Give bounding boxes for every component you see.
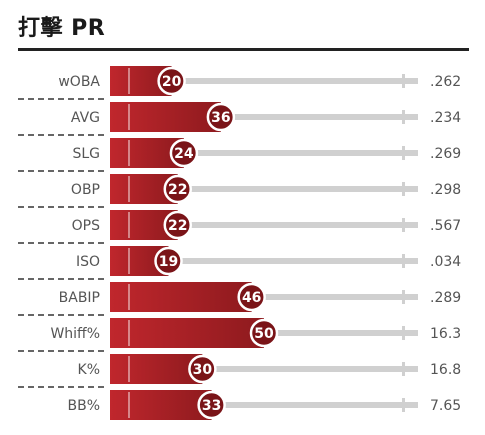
pr-badge	[237, 282, 266, 312]
track-tick	[402, 326, 405, 340]
stat-value-label: .034	[430, 254, 461, 270]
bar-highlight	[128, 68, 130, 94]
bar-track	[110, 258, 418, 264]
category-label: wOBA	[58, 74, 100, 90]
pr-badge	[163, 210, 193, 240]
stat-value-label: .269	[430, 146, 461, 162]
track-tick	[402, 110, 405, 124]
track-tick	[402, 398, 405, 412]
category-label: OPS	[72, 218, 100, 234]
bar-track	[110, 402, 418, 408]
bar-highlight	[128, 320, 130, 346]
category-label: BB%	[67, 398, 100, 414]
pr-value-label: 46	[242, 290, 261, 306]
pr-badge	[249, 318, 279, 348]
chart-title: 打擊 PR	[18, 16, 106, 41]
track-tick	[402, 362, 405, 376]
bar-track	[110, 366, 418, 372]
category-label: ISO	[76, 254, 100, 270]
bar-highlight	[128, 356, 130, 382]
stat-value-label: 16.3	[430, 326, 461, 342]
stat-value-label: 7.65	[430, 398, 461, 414]
pr-badge	[206, 102, 236, 132]
pr-badge	[154, 246, 183, 276]
track-tick	[402, 218, 405, 232]
stat-value-label: 16.8	[430, 362, 461, 378]
category-label: K%	[78, 362, 100, 378]
track-tick	[402, 74, 405, 88]
stat-value-label: .262	[430, 74, 461, 90]
bar-track	[110, 114, 418, 120]
pr-badge	[188, 354, 217, 384]
category-label: BABIP	[59, 290, 100, 306]
track-tick	[402, 146, 405, 160]
pr-bar	[110, 102, 221, 132]
bar-track	[110, 222, 418, 228]
stat-value-label: .567	[430, 218, 461, 234]
pr-value-label: 19	[159, 254, 178, 270]
bar-highlight	[128, 104, 130, 130]
bar-highlight	[128, 212, 130, 238]
category-label: SLG	[72, 146, 100, 162]
pr-value-label: 30	[193, 362, 213, 378]
pr-value-label: 33	[202, 398, 221, 414]
pr-badge	[163, 174, 193, 204]
pr-bar	[110, 318, 264, 348]
pr-badge	[157, 66, 186, 96]
bar-highlight	[128, 176, 130, 202]
pr-bar	[110, 282, 252, 312]
pr-badge	[169, 138, 199, 168]
bar-highlight	[128, 248, 130, 274]
pr-value-label: 50	[254, 326, 274, 342]
bar-highlight	[128, 392, 130, 418]
pr-bar	[110, 390, 212, 420]
stat-value-label: .298	[430, 182, 461, 198]
bar-track	[110, 150, 418, 156]
title-rule	[18, 48, 469, 51]
bar-highlight	[128, 140, 130, 166]
pr-value-label: 36	[211, 110, 230, 126]
bar-track	[110, 78, 418, 84]
stat-value-label: .234	[430, 110, 461, 126]
pr-bar	[110, 354, 203, 384]
bar-track	[110, 186, 418, 192]
pr-value-label: 24	[174, 146, 194, 162]
category-label: AVG	[71, 110, 100, 126]
pr-value-label: 22	[168, 182, 187, 198]
track-tick	[402, 290, 405, 304]
category-label: OBP	[71, 182, 100, 198]
track-tick	[402, 182, 405, 196]
pr-value-label: 20	[162, 74, 182, 90]
stat-value-label: .289	[430, 290, 461, 306]
pr-value-label: 22	[168, 218, 187, 234]
bar-highlight	[128, 284, 130, 310]
category-label: Whiff%	[50, 326, 100, 342]
pr-badge	[197, 390, 226, 420]
track-tick	[402, 254, 405, 268]
